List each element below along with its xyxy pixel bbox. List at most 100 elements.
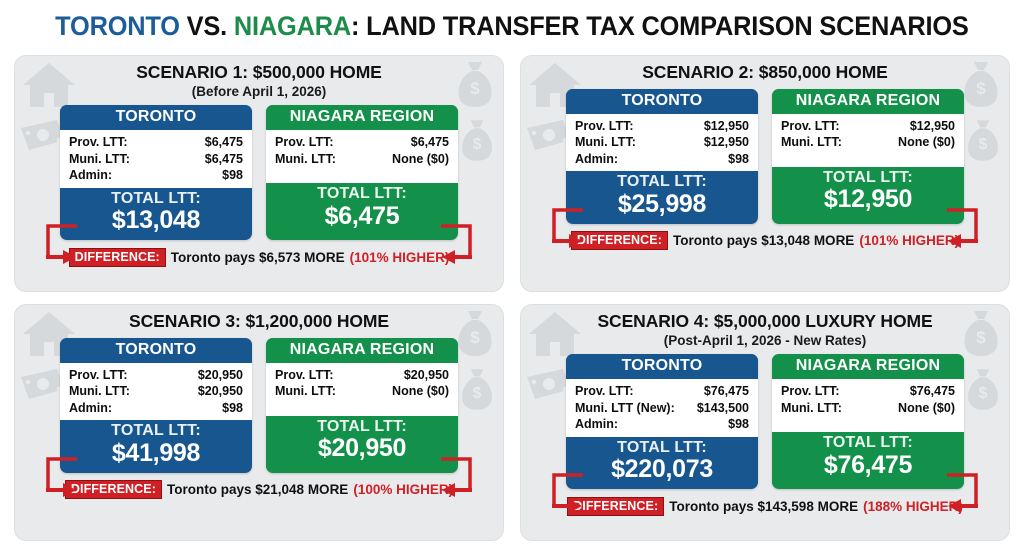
panel-title: SCENARIO 2: $850,000 HOME — [642, 62, 888, 82]
difference-percent: (101% HIGHER) — [349, 249, 450, 265]
difference-percent: (100% HIGHER) — [353, 482, 454, 498]
tax-row-label: Prov. LTT: — [781, 384, 840, 399]
comparison-cards: TORONTO Prov. LTT: $76,475 Muni. LTT (New)… — [531, 354, 999, 490]
niagara-card: NIAGARA REGION Prov. LTT: $6,475 Muni. LTT… — [266, 105, 458, 241]
tax-row: Prov. LTT: $6,475 — [275, 134, 449, 151]
niagara-card-header: NIAGARA REGION — [266, 337, 458, 363]
tax-row: Muni. LTT: $12,950 — [575, 134, 749, 151]
tax-row-label: Admin: — [69, 400, 113, 415]
niagara-card-header: NIAGARA REGION — [772, 354, 964, 380]
title-niagara: NIAGARA — [234, 10, 352, 41]
toronto-total: TOTAL LTT: $41,998 — [60, 420, 252, 473]
difference-content: DIFFERENCE: Toronto pays $13,048 MORE (1… — [570, 231, 960, 251]
toronto-total-value: $25,998 — [617, 189, 707, 218]
tax-row-value: $76,475 — [909, 384, 955, 399]
tax-row-value: $143,500 — [696, 400, 749, 415]
scenario-panel-4: $ $ SCENARIO 4: $5,000,000 LUXURY HOME (… — [520, 304, 1010, 541]
niagara-total-label: TOTAL LTT: — [317, 185, 407, 203]
tax-row-value: $20,950 — [197, 367, 243, 382]
tax-row-value: $20,950 — [197, 384, 243, 399]
toronto-total-label: TOTAL LTT: — [617, 173, 707, 191]
tax-row-value: $12,950 — [703, 118, 749, 133]
comparison-cards: TORONTO Prov. LTT: $12,950 Muni. LTT: $12,9… — [531, 88, 999, 224]
difference-strip: DIFFERENCE: Toronto pays $6,573 MORE (10… — [25, 224, 493, 270]
niagara-total-value: $6,475 — [324, 201, 400, 230]
difference-content: DIFFERENCE: Toronto pays $21,048 MORE (1… — [64, 480, 454, 500]
niagara-total: TOTAL LTT: $20,950 — [266, 416, 458, 469]
tax-row-label: Prov. LTT: — [575, 118, 634, 133]
tax-row-value: $12,950 — [703, 135, 749, 150]
toronto-total: TOTAL LTT: $25,998 — [566, 171, 758, 224]
panel-subtitle: (Before April 1, 2026) — [191, 83, 327, 99]
niagara-card-rows: Prov. LTT: $20,950 Muni. LTT: None ($0) — [266, 362, 458, 416]
toronto-card-rows: Prov. LTT: $6,475 Muni. LTT: $6,475 Admin: $9… — [60, 130, 252, 188]
niagara-card-rows: Prov. LTT: $6,475 Muni. LTT: None ($0) — [266, 130, 458, 184]
tax-row-label: Muni. LTT (New): — [575, 400, 675, 415]
toronto-total: TOTAL LTT: $220,073 — [566, 437, 758, 490]
panel-title: SCENARIO 1: $500,000 HOME — [136, 62, 382, 82]
tax-row-value: $98 — [728, 151, 749, 166]
toronto-total-label: TOTAL LTT: — [111, 422, 201, 440]
tax-row-value: $6,475 — [204, 135, 243, 150]
tax-row-value: $12,950 — [909, 118, 955, 133]
difference-text: Toronto pays $6,573 MORE — [170, 249, 345, 265]
tax-row-label: Admin: — [575, 417, 619, 432]
tax-row: Admin: $98 — [575, 151, 749, 168]
difference-text: Toronto pays $13,048 MORE — [673, 233, 855, 249]
house-icon — [21, 60, 77, 110]
difference-strip: DIFFERENCE: Toronto pays $13,048 MORE (1… — [531, 207, 999, 254]
niagara-total-value: $20,950 — [317, 434, 407, 463]
money-bag-icon: $ — [455, 60, 495, 108]
difference-content: DIFFERENCE: Toronto pays $143,598 MORE (… — [567, 496, 963, 516]
tax-row-label: Muni. LTT: — [275, 384, 336, 399]
difference-text: Toronto pays $143,598 MORE — [669, 498, 859, 514]
tax-row-label: Prov. LTT: — [69, 367, 128, 382]
tax-row: Prov. LTT: $6,475 — [69, 134, 243, 151]
tax-row-value: $20,950 — [403, 367, 449, 382]
niagara-total-value: $12,950 — [823, 185, 913, 214]
title-rest: : LAND TRANSFER TAX COMPARISON SCENARIOS — [351, 10, 969, 41]
tax-row: Muni. LTT: None ($0) — [275, 151, 449, 168]
niagara-card: NIAGARA REGION Prov. LTT: $12,950 Muni. LT… — [772, 88, 964, 224]
tax-row-value: None ($0) — [392, 151, 449, 166]
tax-row-value: $76,475 — [703, 384, 749, 399]
toronto-total-value: $41,998 — [111, 438, 201, 467]
toronto-card-rows: Prov. LTT: $76,475 Muni. LTT (New): $143,50… — [566, 379, 758, 437]
tax-row-value: $98 — [728, 417, 749, 432]
difference-content: DIFFERENCE: Toronto pays $6,573 MORE (10… — [68, 247, 450, 267]
tax-row: Muni. LTT: None ($0) — [781, 134, 955, 151]
tax-row-label: Muni. LTT: — [781, 400, 842, 415]
niagara-total-label: TOTAL LTT: — [823, 434, 913, 452]
tax-row-label: Prov. LTT: — [275, 367, 334, 382]
difference-percent: (101% HIGHER) — [859, 233, 960, 249]
niagara-card-rows: Prov. LTT: $76,475 Muni. LTT: None ($0) — [772, 379, 964, 433]
scenario-panel-2: $ $ SCENARIO 2: $850,000 HOME TORONTO Pr… — [520, 55, 1010, 292]
toronto-card-header: TORONTO — [60, 105, 252, 131]
tax-row-label: Muni. LTT: — [69, 151, 130, 166]
toronto-card: TORONTO Prov. LTT: $20,950 Muni. LTT: $20,9… — [60, 337, 252, 473]
tax-row-label: Muni. LTT: — [275, 151, 336, 166]
tax-row: Muni. LTT: None ($0) — [781, 400, 955, 417]
difference-tag: DIFFERENCE: — [64, 480, 163, 500]
tax-row: Admin: $98 — [575, 416, 749, 433]
panel-title: SCENARIO 3: $1,200,000 HOME — [129, 311, 389, 331]
title-toronto: TORONTO — [55, 10, 180, 41]
money-bag-icon: $ — [961, 309, 1001, 357]
difference-strip: DIFFERENCE: Toronto pays $143,598 MORE (… — [531, 473, 999, 519]
difference-percent: (188% HIGHER) — [863, 498, 963, 514]
niagara-card-header: NIAGARA REGION — [772, 88, 964, 114]
difference-text: Toronto pays $21,048 MORE — [167, 482, 349, 498]
toronto-card-rows: Prov. LTT: $12,950 Muni. LTT: $12,950 Admin:… — [566, 113, 758, 172]
toronto-card: TORONTO Prov. LTT: $6,475 Muni. LTT: $6,475… — [60, 105, 252, 241]
tax-row-label: Prov. LTT: — [275, 135, 334, 150]
difference-strip: DIFFERENCE: Toronto pays $21,048 MORE (1… — [25, 456, 493, 503]
toronto-card: TORONTO Prov. LTT: $76,475 Muni. LTT (New)… — [566, 354, 758, 490]
title-vs: VS. — [179, 10, 235, 41]
toronto-card-rows: Prov. LTT: $20,950 Muni. LTT: $20,950 Admin:… — [60, 362, 252, 421]
niagara-card: NIAGARA REGION Prov. LTT: $76,475 Muni. LT… — [772, 354, 964, 490]
niagara-total-label: TOTAL LTT: — [823, 168, 913, 186]
tax-row-value: None ($0) — [898, 400, 955, 415]
tax-row-label: Admin: — [69, 168, 113, 183]
tax-row: Prov. LTT: $20,950 — [275, 367, 449, 384]
